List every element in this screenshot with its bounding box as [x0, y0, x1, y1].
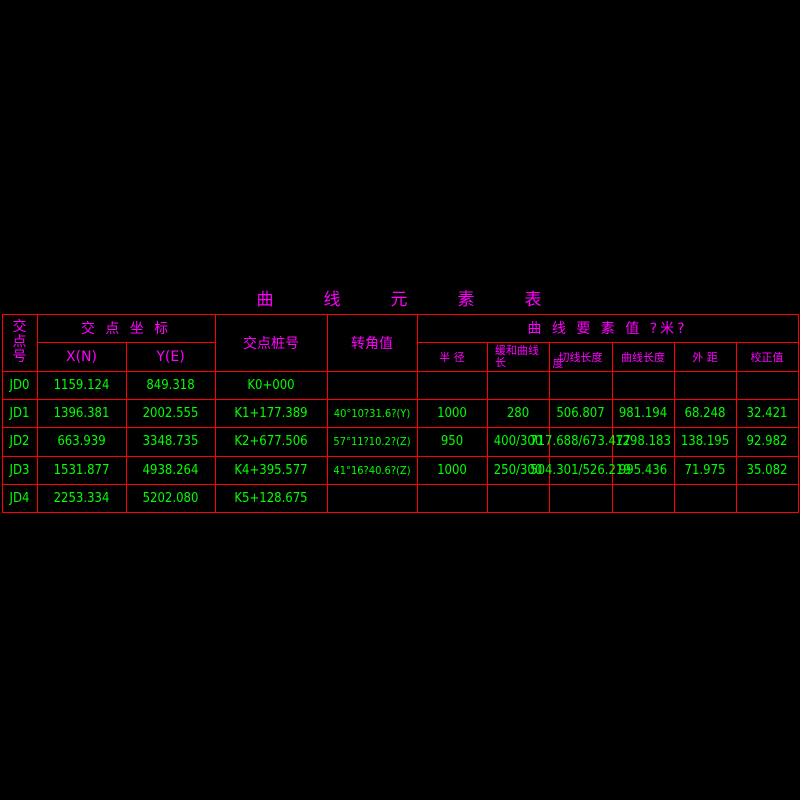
cell-external: 68.248: [684, 405, 726, 421]
cell-jd: JD1: [9, 405, 30, 421]
cell-jd: JD4: [9, 490, 30, 506]
title-char: 曲: [256, 290, 276, 310]
title-char: 素: [457, 290, 477, 310]
cell-external: 71.975: [684, 462, 726, 478]
header-jd-char: 点: [12, 334, 27, 350]
cell-x: 663.939: [57, 433, 106, 449]
cell-radius: 950: [440, 433, 464, 449]
cell-tangent: [549, 371, 612, 399]
cell-radius: [417, 484, 487, 512]
cell-radius: 1000: [437, 405, 467, 421]
header-station: 交点桩号: [243, 335, 299, 352]
cell-y: 849.318: [146, 377, 195, 393]
cell-jd: JD3: [9, 462, 30, 478]
cell-station: K5+128.675: [234, 490, 308, 506]
cell-radius: [417, 371, 487, 399]
header-angle: 转角值: [351, 335, 393, 352]
cell-external: 138.195: [680, 433, 730, 449]
cell-correction: [736, 484, 798, 512]
header-jd-char: 交: [12, 319, 27, 335]
cell-curve-length: 1298.183: [615, 433, 671, 449]
title-char: 线: [323, 290, 343, 310]
cell-tangent: 506.807: [556, 405, 605, 421]
header-tangent-overlap: 度: [552, 357, 564, 370]
cell-correction: 92.982: [746, 433, 788, 449]
header-spiral-line1: 缓和曲线: [495, 343, 539, 357]
cell-y: 4938.264: [142, 462, 199, 478]
cell-correction: [736, 371, 798, 399]
cell-x: 2253.334: [53, 490, 110, 506]
header-curve-elements: 曲 线 要 素 值 ?米?: [527, 321, 688, 337]
header-x: X(N): [66, 348, 97, 365]
cell-station: K4+395.577: [234, 462, 308, 478]
cell-spiral: [487, 484, 549, 512]
cell-correction: 35.082: [746, 462, 788, 478]
cell-angle: [327, 371, 417, 399]
header-jd-number: 交 点 号: [2, 314, 37, 371]
header-jd-char: 号: [12, 349, 27, 365]
cell-jd: JD2: [9, 433, 30, 449]
header-coordinates: 交 点 坐 标: [80, 321, 172, 337]
cell-radius: 1000: [437, 462, 467, 478]
cell-spiral: 250/300: [493, 462, 543, 478]
cell-spiral: 280: [506, 405, 530, 421]
header-tangent-length: 切线长度: [558, 350, 603, 364]
cell-x: 1159.124: [53, 377, 110, 393]
cell-angle: 40°10?31.6?(Y): [333, 406, 411, 420]
title-char: 表: [524, 290, 544, 310]
table-border: [2, 314, 799, 513]
cell-correction: 32.421: [746, 405, 788, 421]
cell-external: [674, 484, 736, 512]
cell-y: 5202.080: [142, 490, 199, 506]
cell-external: [674, 371, 736, 399]
header-correction: 校正值: [750, 350, 784, 364]
title-char: 元: [390, 290, 410, 310]
cell-station: K2+677.506: [234, 433, 308, 449]
cell-curve-length: [612, 371, 674, 399]
cell-station: K0+000: [247, 377, 295, 393]
cell-y: 2002.555: [142, 405, 199, 421]
cell-curve-length: 995.436: [618, 462, 668, 478]
cell-angle: [327, 484, 417, 512]
header-y: Y(E): [156, 348, 185, 365]
cell-angle: 41°16?40.6?(Z): [333, 463, 411, 477]
cell-tangent: [549, 484, 612, 512]
table-title: 曲线元素表: [0, 285, 800, 310]
cell-tangent: 717.688/673.477: [530, 433, 631, 449]
cell-tangent: 504.301/526.219: [530, 462, 631, 478]
cell-curve-length: 981.194: [618, 405, 668, 421]
cell-jd: JD0: [9, 377, 30, 393]
cell-spiral: [487, 371, 549, 399]
cell-x: 1531.877: [53, 462, 110, 478]
header-curve-length: 曲线长度: [621, 350, 665, 364]
cell-x: 1396.381: [53, 405, 110, 421]
cell-angle: 57°11?10.2?(Z): [333, 434, 411, 448]
cell-curve-length: [612, 484, 674, 512]
cell-station: K1+177.389: [234, 405, 308, 421]
header-spiral-length: 缓和曲线 长: [487, 342, 549, 371]
cell-spiral: 400/300: [493, 433, 543, 449]
header-external-distance: 外 距: [692, 350, 718, 364]
header-spiral-line2: 长: [495, 355, 506, 369]
header-radius: 半 径: [439, 350, 465, 364]
cell-y: 3348.735: [142, 433, 199, 449]
